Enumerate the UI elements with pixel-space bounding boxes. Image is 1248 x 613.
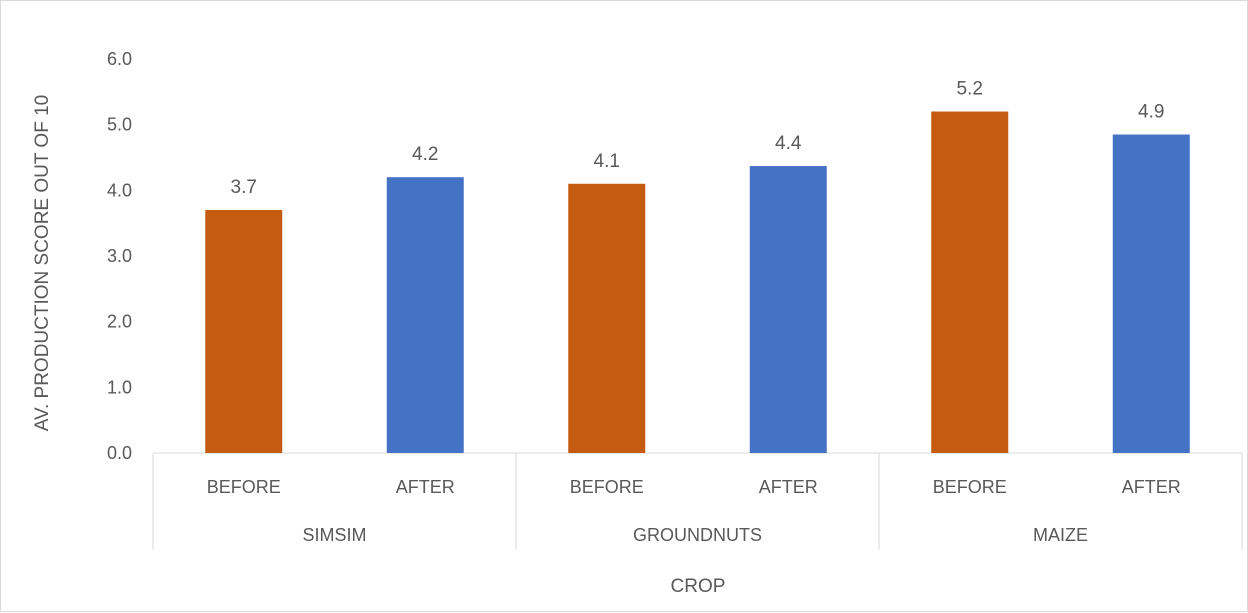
data-label: 5.2 [957,79,983,100]
data-label: 4.2 [412,144,438,165]
x-axis-title: CROP [671,576,726,597]
y-tick-label: 1.0 [107,377,132,397]
y-axis-title: AV. PRODUCTION SCORE OUT OF 10 [32,95,53,431]
y-tick-label: 6.0 [107,49,132,69]
bar-before [568,183,646,453]
category-label: BEFORE [933,477,1007,497]
y-tick-label: 4.0 [107,180,132,200]
plot-area: 0.0 1.0 2.0 3.0 4.0 5.0 6.0 3.7 BEFORE 4.2 AFTER SI… [107,49,1243,550]
category-label: BEFORE [207,477,281,497]
bar-before [205,210,283,453]
data-label: 4.4 [775,133,802,154]
category-label: AFTER [396,477,455,497]
y-tick-label: 3.0 [107,246,132,266]
data-label: 4.9 [1138,102,1164,123]
bar-after [386,177,464,453]
bar-after [749,166,827,453]
y-tick-label: 2.0 [107,312,132,332]
y-tick-label: 0.0 [107,443,132,463]
category-label: AFTER [759,477,818,497]
group-label: SIMSIM [302,525,366,545]
bar-after [1112,134,1190,453]
category-label: AFTER [1122,477,1181,497]
category-label: BEFORE [570,477,644,497]
data-label: 4.1 [594,151,620,172]
data-label: 3.7 [231,177,257,198]
y-tick-label: 5.0 [107,115,132,135]
bar-before [931,111,1009,454]
group-label: MAIZE [1033,525,1088,545]
group-label: GROUNDNUTS [633,525,762,545]
